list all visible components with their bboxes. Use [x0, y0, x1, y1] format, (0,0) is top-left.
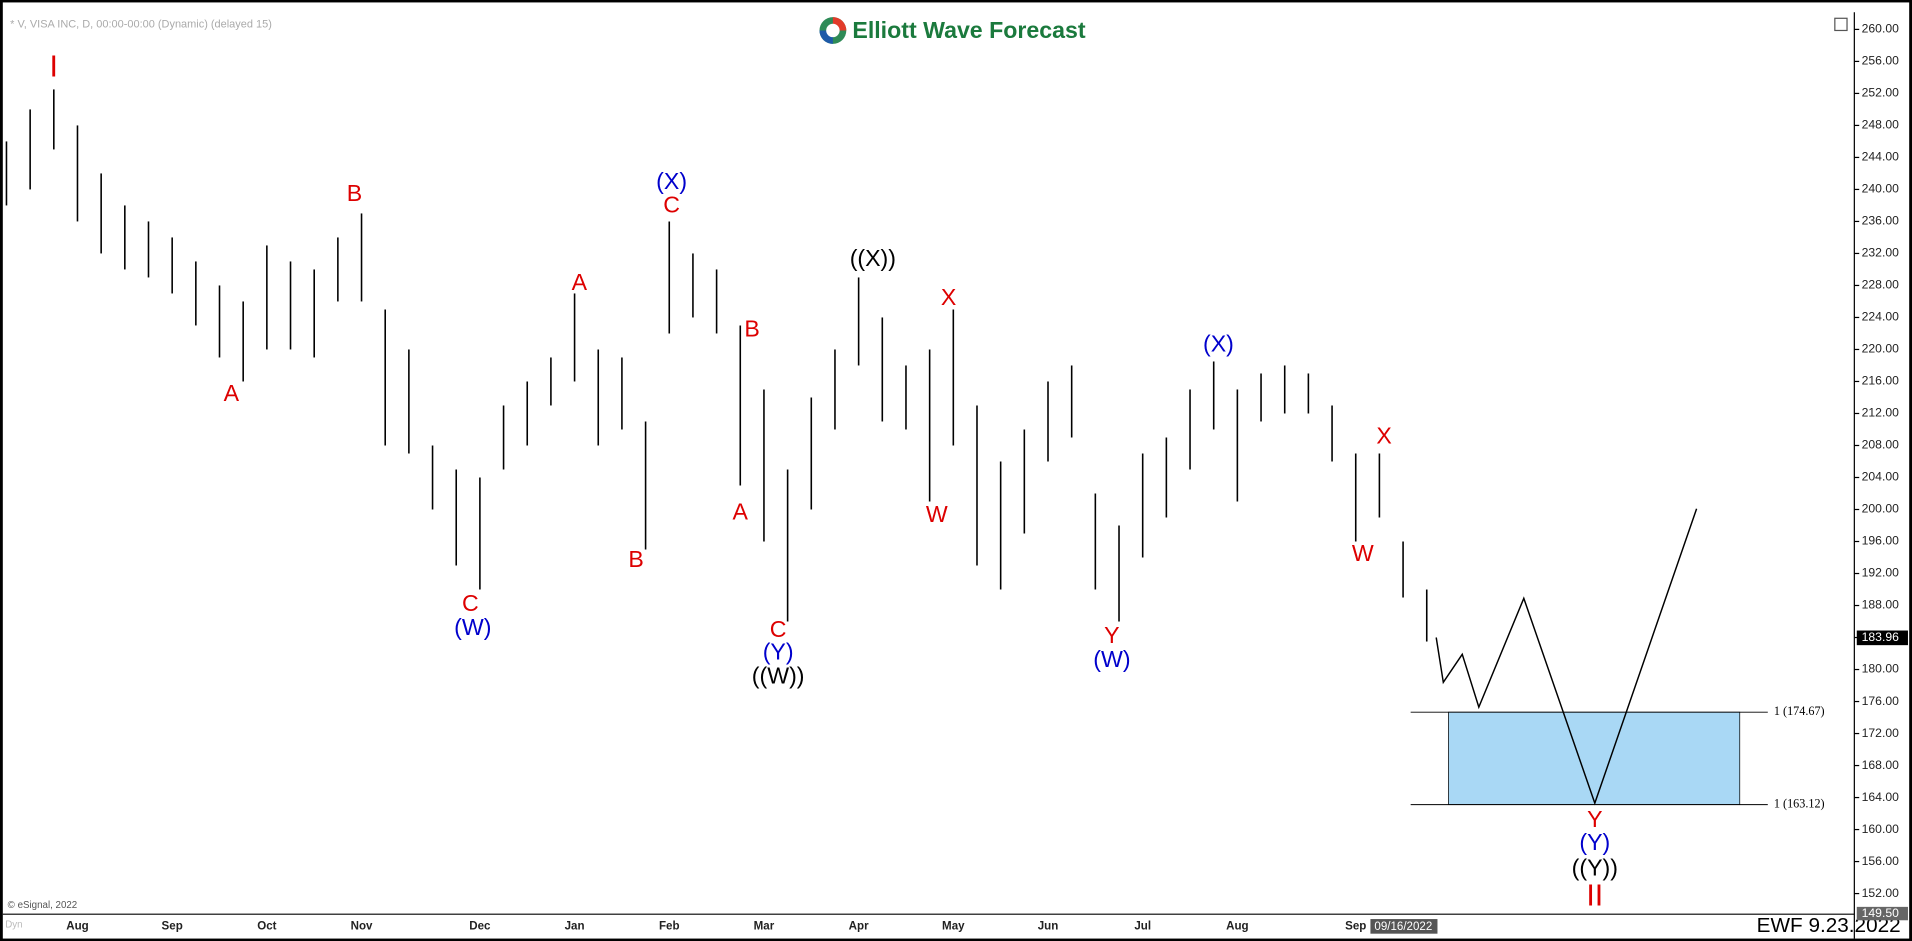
- y-tick-label: 176.00: [1862, 694, 1899, 708]
- wave-label: (Y): [763, 639, 794, 665]
- x-tick-label: Sep: [162, 920, 183, 932]
- y-tick-label: 212.00: [1862, 406, 1899, 420]
- wave-label: A: [733, 499, 749, 525]
- wave-label: (X): [1203, 331, 1234, 357]
- chart-title: Elliott Wave Forecast: [852, 17, 1085, 43]
- y-tick-label: 172.00: [1862, 726, 1899, 740]
- y-tick-label: 192.00: [1862, 566, 1899, 580]
- credit: © eSignal, 2022: [8, 900, 78, 911]
- wave-label: (Y): [1579, 829, 1610, 855]
- wave-label: C: [462, 590, 479, 616]
- x-tick-label: Dec: [469, 920, 491, 932]
- target-zone: [1448, 711, 1741, 805]
- cursor-date-box: [1370, 919, 1438, 934]
- y-tick-label: 244.00: [1862, 150, 1899, 164]
- last-price-box: [1856, 630, 1908, 646]
- y-tick-label: 180.00: [1862, 662, 1899, 676]
- y-tick-label: 260.00: [1862, 22, 1899, 36]
- wave-label: X: [1376, 423, 1391, 449]
- wave-label: W: [926, 501, 948, 527]
- cursor-price: 149.50: [1862, 906, 1899, 920]
- x-tick-label: Jul: [1134, 920, 1151, 932]
- x-tick-label: Mar: [754, 920, 775, 932]
- wave-label: B: [347, 180, 362, 206]
- wave-label: A: [572, 269, 588, 295]
- y-tick-label: 252.00: [1862, 86, 1899, 100]
- y-tick-label: 196.00: [1862, 534, 1899, 548]
- target-level-label: 1 (174.67): [1774, 704, 1825, 718]
- settings-icon[interactable]: [1834, 17, 1848, 32]
- wave-label: C: [770, 616, 787, 642]
- x-tick-label: Sep: [1345, 920, 1366, 932]
- x-tick-label: Aug: [66, 920, 88, 932]
- y-tick-label: 164.00: [1862, 790, 1899, 804]
- corner-label: Dyn: [5, 920, 22, 931]
- y-tick-label: 216.00: [1862, 374, 1899, 388]
- wave-label: (W): [454, 614, 491, 640]
- x-tick-label: Nov: [351, 920, 373, 932]
- y-tick-label: 152.00: [1862, 886, 1899, 900]
- x-tick-label: Jan: [565, 920, 585, 932]
- y-tick-label: 240.00: [1862, 182, 1899, 196]
- wave-label: Y: [1587, 806, 1602, 832]
- x-tick-label: Apr: [849, 920, 869, 932]
- chart-subtitle: * V, VISA INC, D, 00:00-00:00 (Dynamic) …: [10, 18, 272, 30]
- y-tick-label: 168.00: [1862, 758, 1899, 772]
- y-tick-label: 156.00: [1862, 854, 1899, 868]
- y-tick-label: 236.00: [1862, 214, 1899, 228]
- y-tick-label: 228.00: [1862, 278, 1899, 292]
- wave-label: ((X)): [850, 245, 896, 271]
- y-tick-label: 248.00: [1862, 118, 1899, 132]
- wave-label: A: [224, 380, 240, 406]
- wave-label: ((W)): [752, 663, 805, 689]
- wave-label: C: [663, 191, 680, 217]
- x-tick-label: Oct: [257, 920, 276, 932]
- cursor-price-box: [1856, 906, 1908, 921]
- x-tick-label: Aug: [1226, 920, 1248, 932]
- projection-path: [1435, 508, 1698, 806]
- last-price: 183.96: [1862, 630, 1899, 644]
- y-tick-label: 204.00: [1862, 470, 1899, 484]
- wave-label: B: [744, 315, 759, 341]
- y-tick-label: 224.00: [1862, 310, 1899, 324]
- y-tick-label: 188.00: [1862, 598, 1899, 612]
- wave-label: (X): [656, 168, 687, 194]
- wave-label: B: [628, 546, 643, 572]
- x-tick-label: Jun: [1038, 920, 1059, 932]
- x-tick-label: Feb: [659, 920, 680, 932]
- cursor-date: 09/16/2022: [1374, 921, 1432, 933]
- wave-label: I: [50, 50, 58, 84]
- y-tick-label: 220.00: [1862, 342, 1899, 356]
- wave-label: W: [1352, 540, 1374, 566]
- wave-label: (W): [1093, 646, 1130, 672]
- y-tick-label: 200.00: [1862, 502, 1899, 516]
- y-tick-label: 256.00: [1862, 54, 1899, 68]
- wave-label: Y: [1104, 622, 1119, 648]
- wave-label: ((Y)): [1572, 855, 1618, 881]
- wave-label: II: [1586, 879, 1603, 913]
- y-tick-label: 160.00: [1862, 822, 1899, 836]
- target-level-label: 1 (163.12): [1774, 796, 1825, 810]
- y-tick-label: 232.00: [1862, 246, 1899, 260]
- logo: [819, 17, 847, 44]
- x-tick-label: May: [942, 920, 965, 932]
- y-tick-label: 208.00: [1862, 438, 1899, 452]
- wave-label: X: [941, 284, 956, 310]
